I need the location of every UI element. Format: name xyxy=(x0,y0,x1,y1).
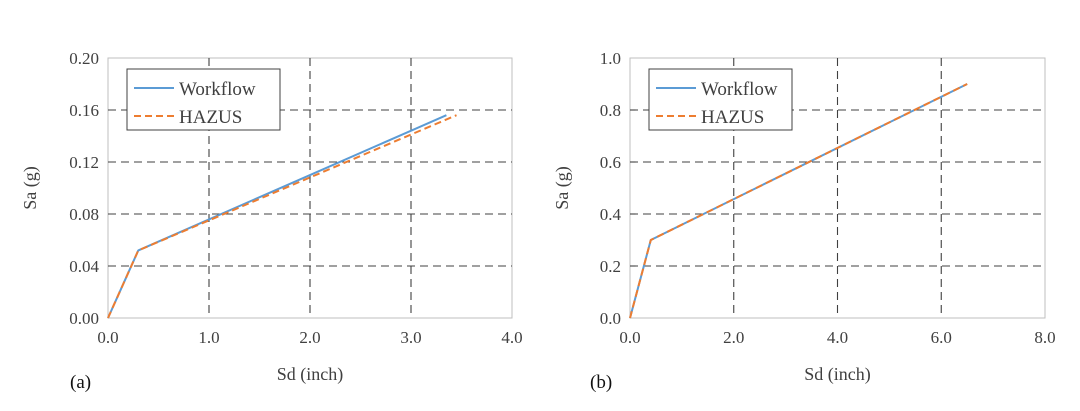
legend-label-hazus: HAZUS xyxy=(179,107,242,128)
x-tick-label: 8.0 xyxy=(1034,328,1055,347)
x-tick-label: 6.0 xyxy=(931,328,952,347)
legend-box xyxy=(126,68,281,131)
x-tick-label: 4.0 xyxy=(501,328,522,347)
y-axis-title: Sa (g) xyxy=(552,166,573,210)
x-tick-label: 0.0 xyxy=(97,328,118,347)
chart-panel-b: 0.0 0.2 0.4 0.6 0.8 1.0 0.0 2.0 4.0 6.0 8.0 Sd (inc… xyxy=(552,49,1056,393)
legend-label-workflow: Workflow xyxy=(701,79,778,100)
panel-label: (b) xyxy=(590,372,612,393)
series-line-workflow xyxy=(107,114,447,319)
panel-label: (a) xyxy=(70,372,91,393)
legend-box xyxy=(648,68,793,131)
y-tick-label: 1.0 xyxy=(600,49,621,68)
series-line-hazus xyxy=(107,114,457,319)
y-tick-label: 0.20 xyxy=(69,49,99,68)
y-tick-label: 0.2 xyxy=(600,257,621,276)
x-tick-label: 0.0 xyxy=(619,328,640,347)
y-tick-label: 0.6 xyxy=(600,153,621,172)
y-tick-label: 0.12 xyxy=(69,153,99,172)
legend: Workflow HAZUS xyxy=(648,68,793,131)
y-tick-label: 0.04 xyxy=(69,257,99,276)
x-tick-label: 2.0 xyxy=(299,328,320,347)
legend-label-workflow: Workflow xyxy=(179,79,256,100)
x-tick-label: 4.0 xyxy=(827,328,848,347)
legend-label-hazus: HAZUS xyxy=(701,107,764,128)
y-tick-label: 0.00 xyxy=(69,309,99,328)
x-tick-label: 3.0 xyxy=(400,328,421,347)
y-tick-label: 0.08 xyxy=(69,205,99,224)
series-line-hazus xyxy=(629,83,968,319)
x-axis-title: Sd (inch) xyxy=(277,364,344,385)
legend: Workflow HAZUS xyxy=(126,68,281,131)
chart-panel-a: 0.00 0.04 0.08 0.12 0.16 0.20 0.0 1.0 2.0 3.0 4.0 S… xyxy=(20,49,523,393)
x-tick-label: 1.0 xyxy=(198,328,219,347)
y-tick-label: 0.8 xyxy=(600,101,621,120)
y-axis-title: Sa (g) xyxy=(20,166,41,210)
x-axis-title: Sd (inch) xyxy=(804,364,871,385)
y-tick-label: 0.4 xyxy=(600,205,622,224)
y-tick-label: 0.0 xyxy=(600,309,621,328)
x-tick-label: 2.0 xyxy=(723,328,744,347)
y-tick-label: 0.16 xyxy=(69,101,99,120)
